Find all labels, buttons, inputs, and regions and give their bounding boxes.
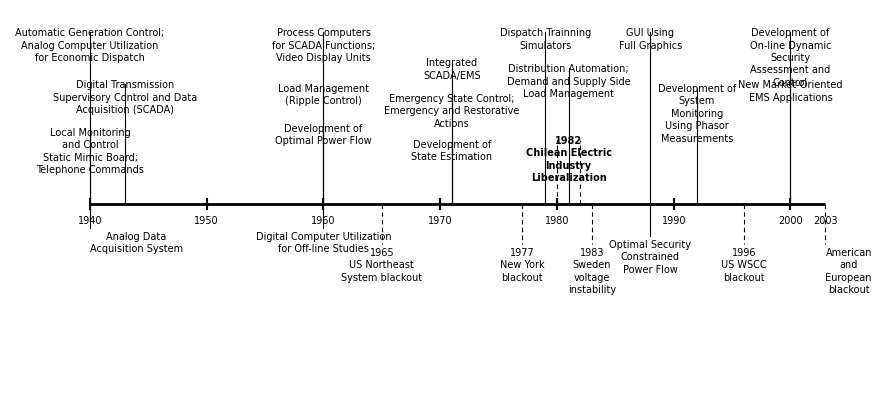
Text: American
and
European
blackout: American and European blackout [826,248,872,295]
Text: 1980: 1980 [544,216,569,226]
Text: Distribution Automation;
Demand and Supply Side
Load Management: Distribution Automation; Demand and Supp… [507,64,630,99]
Text: 2000: 2000 [778,216,803,226]
Text: Development of
State Estimation: Development of State Estimation [411,140,493,162]
Text: 1982
Chilean Electric
Industry
Liberalization: 1982 Chilean Electric Industry Liberaliz… [526,136,612,183]
Text: Digital Transmission
Supervisory Control and Data
Acquisition (SCADA): Digital Transmission Supervisory Control… [53,80,197,115]
Text: 1990: 1990 [662,216,686,226]
Text: New Market-Oriented
EMS Applications: New Market-Oriented EMS Applications [738,80,843,102]
Text: Automatic Generation Control;
Analog Computer Utilization
for Economic Dispatch: Automatic Generation Control; Analog Com… [15,28,164,63]
Text: 2003: 2003 [813,216,837,226]
Text: 1970: 1970 [428,216,453,226]
Text: 1960: 1960 [312,216,336,226]
Text: Dispatch Trainning
Simulators: Dispatch Trainning Simulators [500,28,591,51]
Text: Local Monitoring
and Control
Static Mimic Board;
Telephone Commands: Local Monitoring and Control Static Mimi… [36,128,144,175]
Text: Process Computers
for SCADA Functions;
Video Display Units: Process Computers for SCADA Functions; V… [272,28,375,63]
Text: Digital Computer Utilization
for Off-line Studies: Digital Computer Utilization for Off-lin… [256,232,392,254]
Text: Optimal Security
Constrained
Power Flow: Optimal Security Constrained Power Flow [609,240,692,275]
Text: GUI Using
Full Graphics: GUI Using Full Graphics [619,28,682,51]
Text: Development of
Optimal Power Flow: Development of Optimal Power Flow [275,124,372,146]
Text: 1940: 1940 [78,216,102,226]
Text: 1977
New York
blackout: 1977 New York blackout [500,248,544,283]
Text: Load Management
(Ripple Control): Load Management (Ripple Control) [278,84,369,106]
Text: Development of
System
Monitoring
Using Phasor
Measurements: Development of System Monitoring Using P… [658,84,736,144]
Text: Emergency State Control;
Emergency and Restorative
Actions: Emergency State Control; Emergency and R… [385,94,519,129]
Text: 1983
Sweden
voltage
instability: 1983 Sweden voltage instability [568,248,616,295]
Text: 1996
US WSCC
blackout: 1996 US WSCC blackout [721,248,766,283]
Text: Development of
On-line Dynamic
Security
Assessment and
Control: Development of On-line Dynamic Security … [749,28,831,88]
Text: Analog Data
Acquisition System: Analog Data Acquisition System [90,232,183,254]
Text: 1965
US Northeast
System blackout: 1965 US Northeast System blackout [341,248,423,283]
Text: 1950: 1950 [194,216,219,226]
Text: Integrated
SCADA/EMS: Integrated SCADA/EMS [423,58,480,80]
